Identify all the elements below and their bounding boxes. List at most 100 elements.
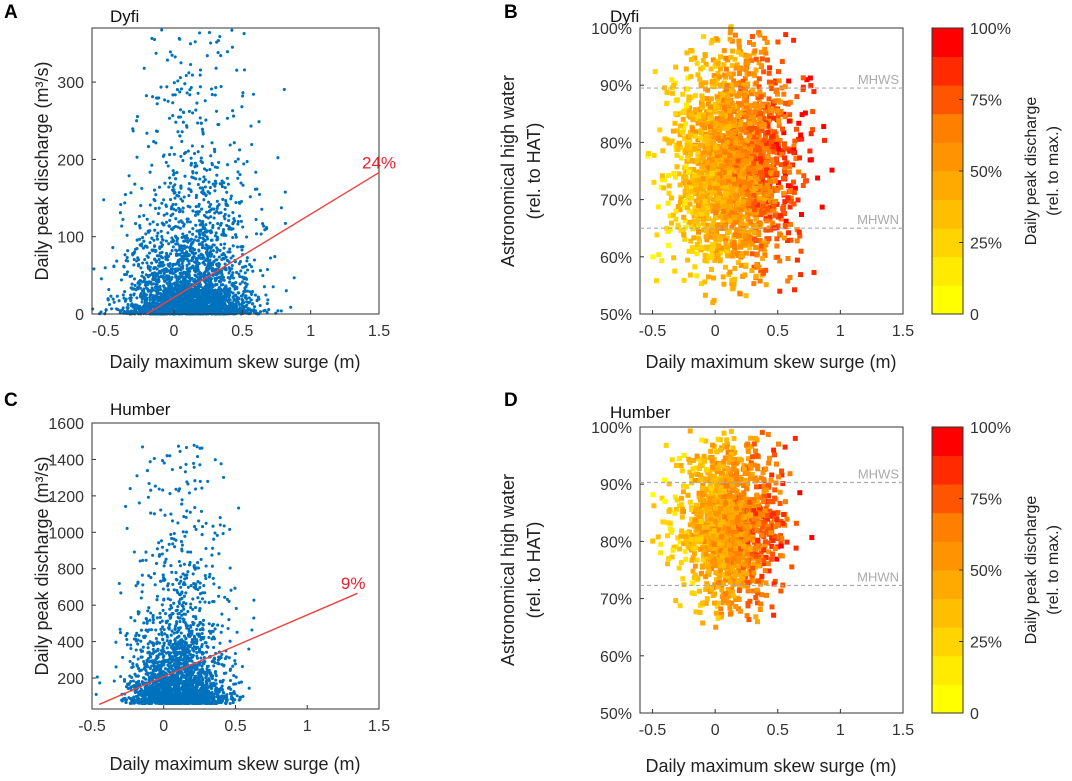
- panel-a-point: [201, 232, 205, 237]
- panel-a-point: [171, 93, 175, 97]
- panel-a-point: [211, 182, 215, 186]
- panel-a-point: [125, 270, 130, 274]
- panel-a-point: [148, 241, 152, 245]
- panel-b-cell: [651, 152, 657, 158]
- panel-a-point: [230, 283, 234, 287]
- panel-b-cell: [796, 120, 802, 126]
- panel-a-point: [146, 145, 151, 149]
- panel-a-point: [177, 115, 181, 119]
- panel-a-point: [185, 124, 189, 128]
- panel-a-point: [154, 289, 158, 293]
- panel-a-point: [142, 239, 146, 243]
- panel-a-point: [189, 156, 193, 160]
- panel-b-cell: [706, 274, 711, 280]
- panel-a-point: [123, 201, 127, 205]
- panel-a-point: [175, 278, 179, 282]
- panel-a-point: [177, 296, 181, 300]
- panel-a-point: [165, 58, 170, 62]
- panel-a-point: [181, 294, 185, 298]
- panel-b-cell: [781, 190, 787, 196]
- panel-a-point: [254, 232, 259, 236]
- panel-a-point: [233, 160, 238, 164]
- panel-a-point: [219, 54, 223, 58]
- panel-a-y-tick-label: 200: [57, 152, 84, 169]
- panel-a-point: [138, 278, 142, 283]
- panel-a-point: [191, 232, 195, 236]
- panel-b-cell: [786, 78, 792, 84]
- panel-a-point: [241, 183, 245, 187]
- panel-b-cell: [677, 182, 683, 188]
- panel-a-point: [254, 170, 258, 174]
- panel-a-point: [253, 187, 257, 191]
- panel-a-point: [195, 260, 199, 264]
- panel-a-point: [148, 302, 152, 306]
- panel-b-cell: [807, 148, 813, 154]
- panel-a-point: [276, 156, 280, 160]
- panel-a-point: [166, 277, 170, 281]
- panel-a-point: [175, 239, 179, 243]
- panel-b-cell: [732, 265, 738, 271]
- panel-a-point: [155, 102, 159, 106]
- panel-a-point: [203, 99, 207, 103]
- panel-a-point: [189, 161, 194, 165]
- panel-a-point: [188, 230, 192, 234]
- panel-a-point: [164, 160, 168, 164]
- panel-b-cell: [819, 204, 825, 210]
- panel-a-point: [235, 68, 239, 72]
- panel-a-point: [219, 287, 223, 291]
- panel-a-point: [231, 244, 235, 248]
- panel-a-point: [150, 272, 154, 276]
- panel-a-point: [187, 194, 191, 198]
- panel-a-point: [268, 256, 273, 260]
- panel-a-point: [170, 282, 174, 286]
- panel-a-point: [253, 293, 257, 297]
- panel-b-cell: [751, 281, 757, 287]
- panel-a-point: [273, 255, 277, 259]
- panel-a-point: [176, 288, 180, 292]
- panel-a-point: [128, 310, 132, 314]
- panel-a-point: [155, 267, 159, 271]
- panel-a-point: [207, 271, 211, 275]
- panel-a-point: [156, 291, 160, 296]
- panel-a-point: [140, 289, 144, 293]
- panel-a-point: [252, 305, 257, 309]
- panel-a-point: [215, 262, 219, 266]
- panel-a-point: [260, 207, 264, 211]
- panel-b-cell: [700, 34, 706, 40]
- panel-a-point: [155, 281, 159, 285]
- panel-a-point: [159, 85, 163, 89]
- panel-a-point: [191, 294, 195, 298]
- panel-a-point: [232, 298, 236, 302]
- panel-b-cell: [753, 56, 759, 62]
- panel-a-point: [140, 244, 144, 248]
- panel-a-point: [233, 287, 237, 291]
- panel-a-point: [151, 95, 155, 99]
- panel-a-point: [233, 219, 237, 223]
- panel-a-point: [203, 279, 207, 284]
- panel-a-point: [211, 249, 215, 253]
- panel-a-point: [185, 236, 190, 240]
- panel-a-point: [137, 285, 141, 289]
- panel-a-point: [218, 271, 222, 275]
- panel-a-point: [152, 140, 156, 144]
- panel-a-point: [130, 302, 134, 306]
- panel-a-point: [192, 298, 196, 302]
- panel-a-point: [192, 255, 196, 259]
- panel-a-point: [221, 197, 225, 201]
- panel-a-point: [122, 265, 126, 269]
- panel-a-point: [221, 283, 225, 287]
- panel-a-point: [195, 229, 199, 233]
- panel-a-point: [207, 205, 212, 209]
- panel-a-point: [155, 234, 159, 238]
- panel-a-point: [190, 144, 194, 148]
- panel-a-point: [174, 253, 179, 258]
- panel-a-point: [214, 109, 219, 113]
- panel-b-cell: [683, 66, 689, 72]
- panel-a-point: [166, 99, 170, 103]
- panel-a-point: [229, 194, 233, 198]
- panel-a-point: [154, 129, 159, 133]
- panel-a-point: [211, 226, 215, 230]
- panel-a-point: [184, 270, 188, 274]
- panel-a-point: [241, 91, 245, 95]
